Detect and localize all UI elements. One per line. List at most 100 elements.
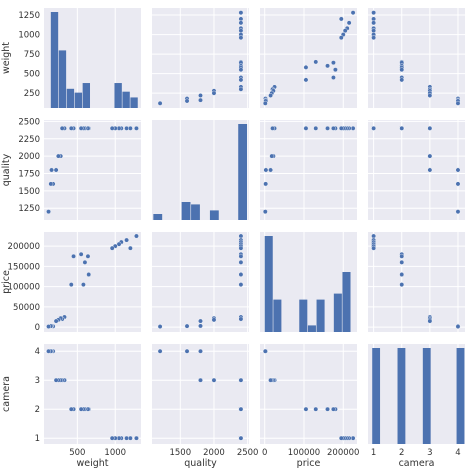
scatter-point (338, 35, 344, 41)
x-axis-label: camera (399, 458, 435, 469)
scatter-point (313, 406, 319, 412)
panel-weight-vs-price (260, 8, 357, 108)
scatter-point (268, 377, 274, 383)
scatter-point (211, 90, 217, 96)
scatter-point (399, 272, 405, 277)
histogram-bar (181, 202, 191, 220)
scatter-point (134, 125, 139, 131)
scatter-point (134, 435, 139, 441)
scatter-point (338, 16, 344, 22)
scatter-point (238, 67, 244, 73)
scatter-point (184, 348, 190, 354)
scatter-point (53, 167, 59, 173)
histogram-bar (209, 210, 219, 220)
scatter-point (270, 125, 275, 131)
y-tick-label: 4 (35, 347, 40, 357)
x-tick-label: 2000 (203, 448, 225, 458)
scatter-point (427, 125, 433, 131)
x-axis-label: weight (76, 458, 108, 469)
panel-quality-vs-price (260, 120, 357, 220)
y-tick-label: 1500 (18, 187, 40, 197)
x-tick-label: 200000 (327, 448, 359, 458)
scatter-point (268, 167, 274, 173)
histogram-bar (191, 204, 200, 220)
scatter-point (262, 100, 268, 106)
scatter-point (455, 181, 461, 187)
scatter-point (399, 282, 405, 288)
scatter-point (262, 209, 268, 215)
x-tick-label: 1000 (104, 448, 126, 458)
y-tick-label: 150000 (8, 262, 40, 272)
scatter-point (399, 253, 405, 259)
scatter-point (124, 435, 130, 441)
scatter-point (350, 10, 356, 16)
scatter-point (333, 67, 338, 73)
scatter-point (68, 282, 74, 288)
y-axis-label: quality (1, 153, 12, 186)
panel-quality-vs-quality (152, 120, 249, 220)
scatter-point (198, 348, 203, 354)
scatter-point (78, 406, 84, 412)
scatter-point (134, 233, 139, 239)
x-axis-label: price (297, 458, 321, 469)
x-tick-label: 1500 (169, 448, 191, 458)
scatter-point (303, 64, 309, 70)
y-tick-label: 1750 (18, 169, 40, 179)
scatter-point (238, 377, 244, 383)
scatter-point (53, 377, 59, 383)
scatter-point (46, 348, 51, 354)
x-tick-label: 2500 (237, 448, 259, 458)
scatter-point (124, 237, 130, 243)
scatter-point (325, 406, 330, 412)
panel-background (368, 232, 465, 332)
scatter-point (48, 181, 54, 187)
scatter-point (238, 233, 244, 239)
scatter-point (68, 125, 74, 131)
panel-background (260, 120, 357, 220)
y-tick-label: 250 (24, 89, 40, 99)
scatter-point (59, 125, 65, 131)
panel-background (44, 344, 141, 444)
panel-background (368, 120, 465, 220)
scatter-point (346, 20, 352, 26)
y-axis-label: price (1, 270, 12, 294)
scatter-point (46, 324, 51, 329)
scatter-point (109, 435, 115, 441)
panel-price-vs-weight (44, 232, 141, 332)
y-tick-label: 1250 (18, 11, 40, 21)
scatter-point (53, 318, 59, 324)
histogram-bar (74, 92, 83, 108)
panel-quality-vs-camera (368, 120, 465, 220)
y-tick-label: 2000 (18, 152, 40, 162)
scatter-point (238, 259, 244, 265)
scatter-point (116, 241, 122, 247)
panel-background (152, 8, 249, 108)
y-tick-label: 1 (35, 434, 40, 444)
x-axis-label: quality (184, 458, 217, 469)
scatter-point (109, 245, 115, 251)
scatter-point (338, 435, 344, 441)
panel-weight-vs-camera (368, 8, 465, 108)
scatter-point (455, 209, 461, 215)
panel-background (260, 8, 357, 108)
x-tick-label: 3 (427, 448, 432, 458)
scatter-point (238, 272, 244, 277)
y-tick-label: 50000 (13, 303, 40, 313)
y-tick-label: 1000 (18, 31, 40, 41)
scatter-point (238, 406, 244, 412)
panel-camera-vs-quality (152, 344, 249, 444)
panel-background (260, 344, 357, 444)
scatter-point (455, 324, 461, 329)
scatter-point (198, 323, 203, 329)
scatter-point (109, 125, 115, 131)
histogram-bar (238, 124, 248, 220)
scatter-point (263, 181, 269, 187)
scatter-point (303, 77, 309, 83)
scatter-point (325, 63, 330, 69)
scatter-point (371, 245, 377, 251)
scatter-point (238, 10, 244, 16)
scatter-point (211, 317, 217, 323)
histogram-bar (58, 50, 67, 108)
scatter-point (55, 153, 61, 159)
scatter-point (46, 209, 51, 215)
